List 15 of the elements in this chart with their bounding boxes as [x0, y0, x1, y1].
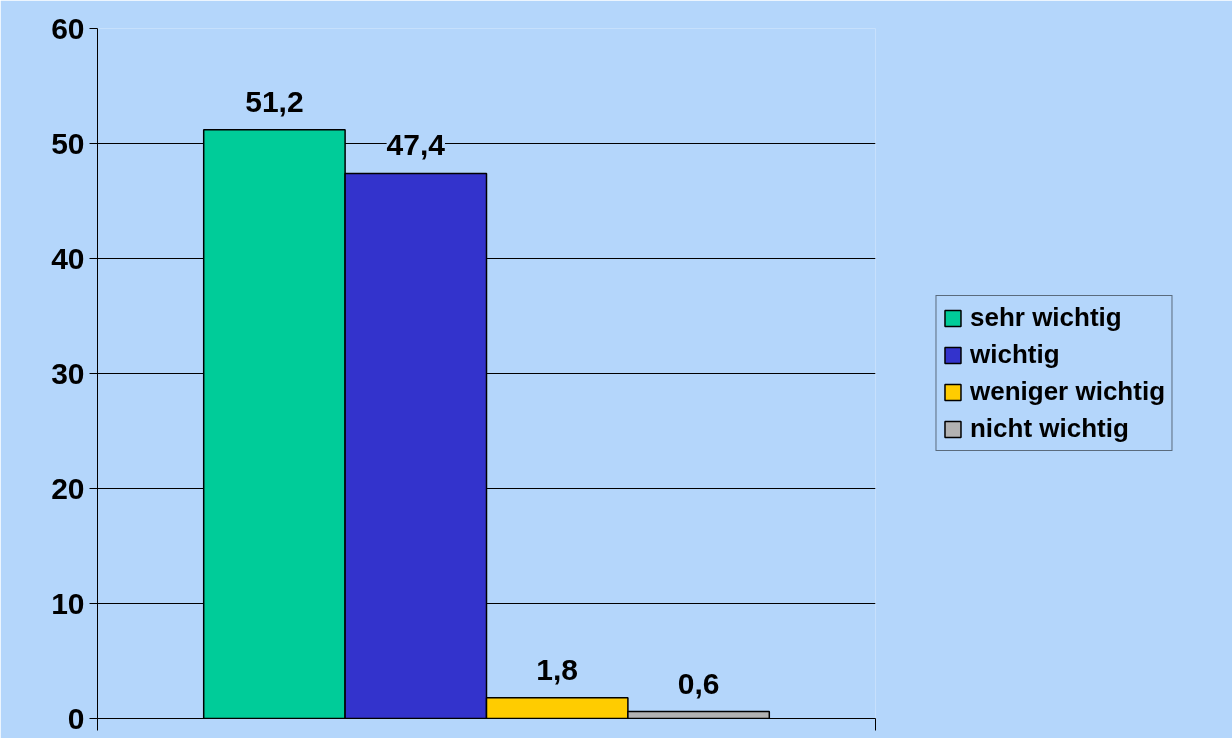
data-label: 47,4: [386, 128, 446, 162]
data-label: 0,6: [677, 666, 720, 700]
legend-label: weniger wichtig: [969, 376, 1166, 407]
y-tick-label: 20: [51, 471, 85, 505]
y-tick-label: 0: [67, 701, 85, 735]
y-tick-label: 60: [51, 11, 85, 45]
legend-label: wichtig: [969, 339, 1060, 370]
y-tick-label: 40: [51, 241, 85, 275]
data-label: 51,2: [245, 84, 304, 118]
y-tick-label: 30: [51, 356, 85, 390]
y-tick-label: 50: [51, 126, 85, 160]
legend-label: sehr wichtig: [969, 302, 1122, 333]
legend-label: nicht wichtig: [969, 413, 1129, 444]
data-label: 1,8: [536, 652, 579, 686]
y-tick-label: 10: [51, 586, 85, 620]
